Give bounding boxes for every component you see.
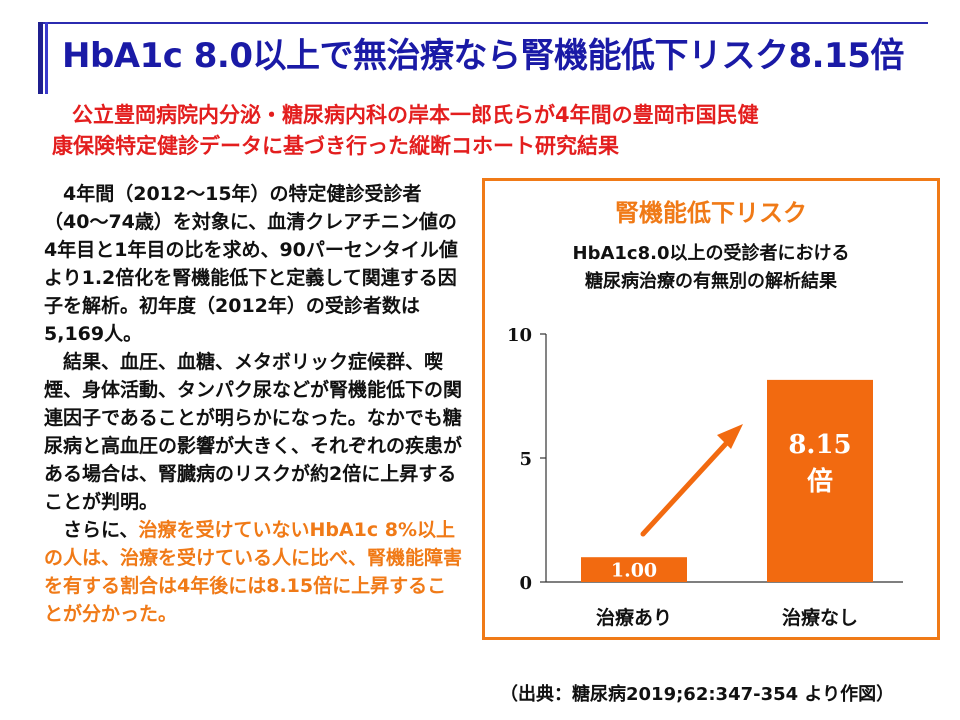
body-paragraph-3: さらに、治療を受けていないHbA1c 8%以上の人は、治療を受けている人に比べ、…	[44, 516, 464, 628]
subtitle-line-1: 公立豊岡病院内分泌・糖尿病内科の岸本一郎氏らが4年間の豊岡市国民健	[72, 103, 759, 127]
title-accent-bar	[38, 22, 43, 94]
bar-data-label: 8.15	[788, 430, 851, 460]
chart-subtitle-line-1: HbA1c8.0以上の受診者における	[573, 242, 850, 264]
bar	[767, 379, 873, 582]
body-text: 4年間（2012～15年）の特定健診受診者（40～74歳）を対象に、血清クレアチ…	[44, 180, 464, 628]
bar-chart: 腎機能低下リスク HbA1c8.0以上の受診者における糖尿病治療の有無別の解析結果…	[507, 199, 903, 629]
bar-data-label: 1.00	[611, 560, 657, 582]
chart-title: 腎機能低下リスク	[615, 199, 807, 227]
y-tick-label: 5	[519, 449, 532, 470]
y-tick-label: 0	[519, 573, 532, 594]
trend-arrow-head	[717, 424, 743, 449]
chart-panel: 腎機能低下リスク HbA1c8.0以上の受診者における 糖尿病治療の有無別の解析結果…	[482, 178, 940, 640]
x-tick-label: 治療あり	[596, 606, 672, 629]
body-paragraph-3-lead: さらに、	[63, 519, 139, 541]
slide-subtitle: 公立豊岡病院内分泌・糖尿病内科の岸本一郎氏らが4年間の豊岡市国民健 康保険特定健…	[52, 100, 942, 162]
slide-title: HbA1c 8.0以上で無治療なら腎機能低下リスク8.15倍	[62, 36, 904, 76]
title-accent-bar-inner	[45, 22, 48, 94]
body-paragraph-1: 4年間（2012～15年）の特定健診受診者（40～74歳）を対象に、血清クレアチ…	[44, 180, 464, 348]
body-paragraph-2-text: 結果、血圧、血糖、メタボリック症候群、喫煙、身体活動、タンパク尿などが腎機能低下…	[44, 351, 463, 513]
subtitle-line-2: 康保険特定健診データに基づき行った縦断コホート研究結果	[52, 134, 619, 158]
title-top-rule	[38, 22, 928, 24]
chart-subtitle-line-2: 糖尿病治療の有無別の解析結果	[585, 270, 838, 292]
x-tick-label: 治療なし	[782, 606, 858, 629]
bar	[581, 557, 687, 582]
body-paragraph-3-highlight: 治療を受けていないHbA1c 8%以上の人は、治療を受けている人に比べ、腎機能障…	[44, 519, 463, 625]
y-tick-label: 10	[507, 325, 532, 346]
body-paragraph-1-text: 4年間（2012～15年）の特定健診受診者（40～74歳）を対象に、血清クレアチ…	[44, 183, 458, 345]
source-citation: （出典：糖尿病2019;62:347-354 より作図）	[500, 684, 895, 705]
bar-data-label-suffix: 倍	[807, 466, 833, 497]
trend-arrow-shaft	[640, 433, 736, 537]
body-paragraph-2: 結果、血圧、血糖、メタボリック症候群、喫煙、身体活動、タンパク尿などが腎機能低下…	[44, 348, 464, 516]
